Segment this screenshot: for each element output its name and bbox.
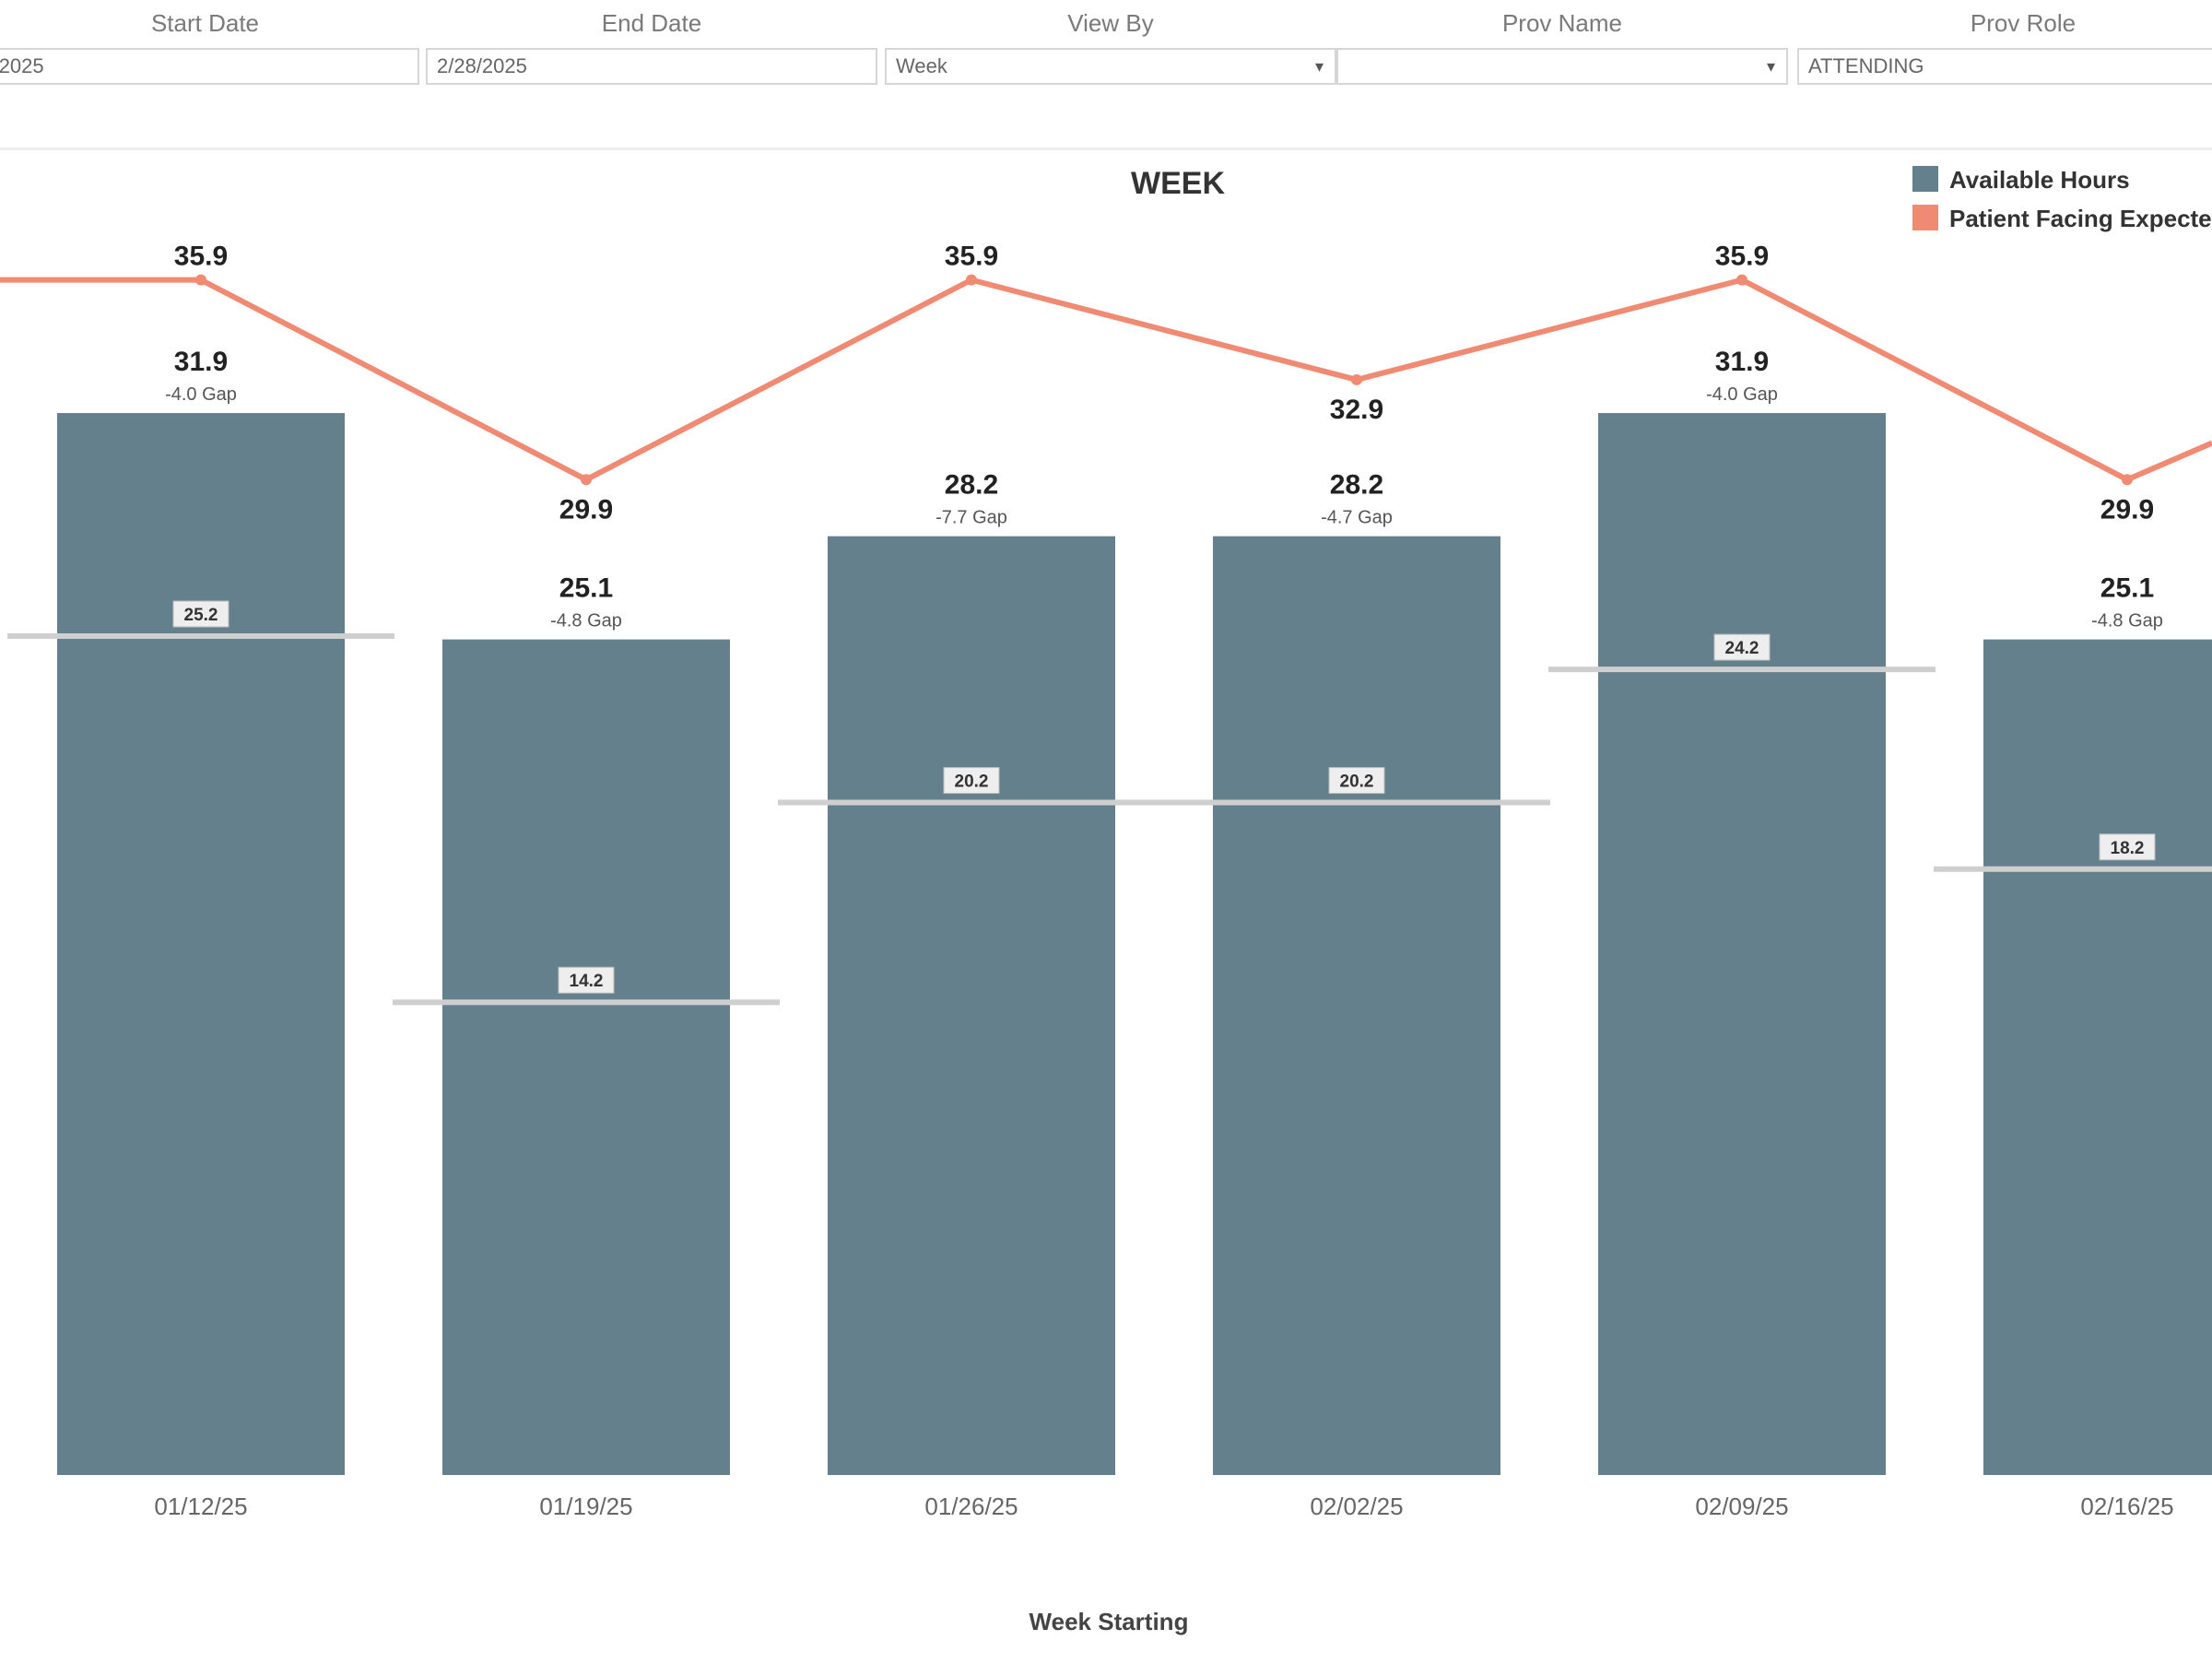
x-tick-label: 02/16/25: [2080, 1493, 2173, 1520]
start-date-label: Start Date: [150, 9, 260, 37]
reference-label-box: [1713, 633, 1771, 661]
x-axis-label: Week Starting: [1030, 1608, 1189, 1635]
week-chart: WEEK Available Hours Patient Facing Expe…: [0, 166, 2212, 1635]
reference-label-box: [558, 966, 615, 994]
reference-value-label: 14.2: [570, 972, 604, 991]
gap-label: -4.7 Gap: [1321, 508, 1393, 528]
prov-name-select[interactable]: ▾: [1336, 48, 1788, 85]
reference-value-label: 18.2: [2111, 839, 2145, 858]
reference-label-box: [2099, 833, 2156, 861]
reference-label-box: [1328, 767, 1385, 795]
line-value-label: 29.9: [2100, 494, 2154, 525]
reference-label-box: [943, 767, 1000, 795]
bar-available-hours: [1598, 413, 1886, 1475]
chevron-down-icon: ▾: [1314, 57, 1324, 76]
reference-label-box: [172, 600, 229, 628]
prov-role-label: Prov Role: [1970, 9, 2077, 37]
line-patient-facing: [0, 277, 2212, 483]
reference-value-label: 25.2: [184, 606, 218, 625]
x-tick-label: 02/09/25: [1695, 1493, 1788, 1520]
bar-available-hours: [1213, 536, 1500, 1475]
prov-role-select[interactable]: ATTENDING: [1797, 48, 2212, 85]
bar-value-label: 25.1: [559, 573, 613, 604]
line-point: [581, 474, 592, 486]
gap-label: -4.8 Gap: [550, 611, 622, 631]
x-tick-label: 01/12/25: [154, 1493, 247, 1520]
view-by-select[interactable]: Week ▾: [885, 48, 1336, 85]
bar-value-label: 25.1: [2100, 573, 2154, 604]
line-value-label: 35.9: [1715, 242, 1769, 272]
bar-available-hours: [442, 639, 730, 1475]
legend-swatch-available-hours: [1912, 166, 1938, 192]
line-value-label: 35.9: [945, 242, 998, 272]
chart-title: WEEK: [1131, 166, 1225, 201]
chart-container: WEEK Available Hours Patient Facing Expe…: [0, 148, 2212, 1659]
gap-label: -7.7 Gap: [935, 508, 1007, 528]
reference-value-label: 20.2: [1340, 773, 1374, 792]
bar-available-hours: [57, 413, 345, 1475]
bar-value-label: 31.9: [174, 347, 228, 377]
line-value-label: 35.9: [174, 242, 228, 272]
chevron-down-icon: ▾: [1766, 57, 1775, 76]
line-point: [195, 274, 206, 286]
line-point: [966, 274, 977, 286]
legend-label-patient-facing: Patient Facing Expected Hours: [1949, 205, 2212, 232]
prov-name-label: Prov Name: [1501, 9, 1623, 37]
gap-label: -4.0 Gap: [1706, 384, 1778, 405]
end-date-label: End Date: [601, 9, 702, 37]
bar-available-hours: [1983, 639, 2212, 1475]
legend-swatch-patient-facing: [1912, 205, 1938, 230]
view-by-value: Week: [896, 54, 947, 77]
bar-value-label: 28.2: [945, 470, 998, 501]
x-tick-label: 01/26/25: [924, 1493, 1018, 1520]
filter-bar: Start Date 1/5/2025 End Date 2/28/2025 V…: [0, 0, 2212, 150]
bar-available-hours: [828, 536, 1115, 1475]
bar-value-label: 31.9: [1715, 347, 1769, 377]
end-date-input[interactable]: 2/28/2025: [426, 48, 877, 85]
chart-legend: Available Hours Patient Facing Expected …: [1912, 166, 2212, 232]
line-point: [1736, 274, 1747, 286]
line-value-label: 32.9: [1330, 395, 1383, 425]
legend-label-available-hours: Available Hours: [1949, 166, 2130, 194]
line-point: [1351, 373, 1362, 385]
bar-value-label: 28.2: [1330, 470, 1383, 501]
view-by-label: View By: [1067, 9, 1154, 37]
reference-value-label: 24.2: [1725, 639, 1759, 658]
gap-label: -4.0 Gap: [165, 384, 237, 405]
line-point: [2122, 474, 2133, 486]
line-value-label: 29.9: [559, 494, 613, 525]
reference-value-label: 20.2: [955, 773, 989, 792]
x-tick-label: 02/02/25: [1310, 1493, 1403, 1520]
gap-label: -4.8 Gap: [2091, 611, 2163, 631]
start-date-input[interactable]: 1/5/2025: [0, 48, 419, 85]
x-tick-label: 01/19/25: [539, 1493, 632, 1520]
